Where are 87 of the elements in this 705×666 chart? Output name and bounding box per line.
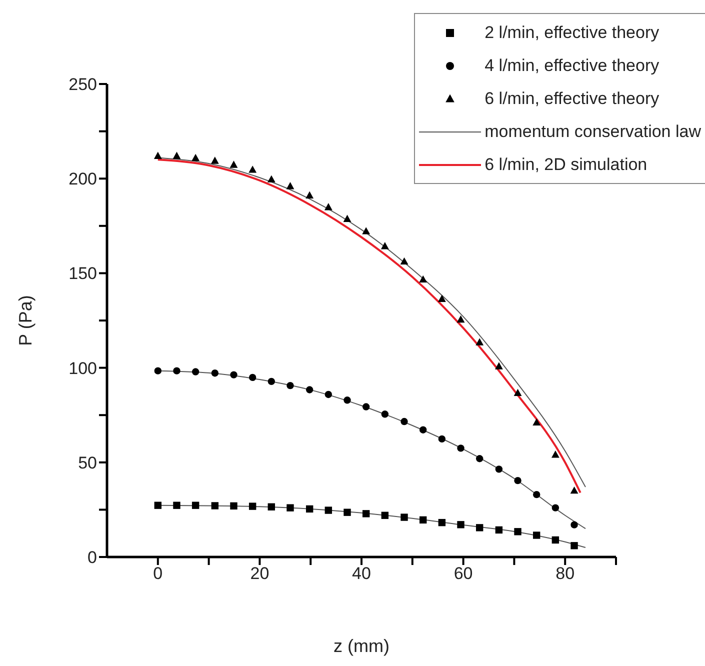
point (476, 455, 484, 462)
point (248, 166, 257, 173)
point (438, 518, 446, 526)
point (514, 388, 522, 396)
point (324, 506, 332, 514)
y-tick-label: 100 (68, 358, 97, 378)
y-tick-label: 150 (68, 264, 97, 284)
x-tick-label: 80 (556, 564, 575, 584)
point (532, 490, 540, 498)
point (230, 502, 238, 510)
y-tick-label: 200 (68, 170, 97, 189)
point (381, 410, 389, 418)
point (267, 175, 276, 182)
point (476, 338, 484, 346)
point (286, 182, 294, 190)
y-tick-label: 0 (88, 548, 97, 568)
point (306, 191, 314, 199)
point (173, 367, 180, 374)
legend-label: 6 l/min, effective theory (484, 88, 660, 108)
x-tick-label: 20 (250, 564, 270, 584)
point (248, 502, 256, 510)
point (362, 510, 370, 518)
point (419, 516, 427, 524)
point (286, 504, 294, 512)
point (457, 444, 464, 452)
point (514, 476, 522, 484)
point (552, 504, 560, 512)
point (532, 532, 540, 539)
legend-label: momentum conservation law (484, 122, 702, 142)
point (268, 503, 276, 510)
point (211, 502, 219, 510)
point (343, 214, 352, 222)
point (286, 382, 294, 390)
x-tick-label: 60 (454, 564, 473, 584)
point (514, 528, 522, 536)
point (230, 160, 238, 168)
point (306, 505, 314, 513)
point (362, 403, 370, 410)
point (344, 508, 351, 516)
point (552, 536, 560, 544)
point (495, 466, 503, 473)
point (192, 368, 200, 376)
point (173, 502, 180, 509)
x-tick-label: 40 (352, 564, 371, 584)
y-tick-label: 50 (78, 453, 97, 472)
point (192, 154, 200, 162)
point (438, 435, 446, 443)
legend-label: 4 l/min, effective theory (484, 56, 660, 76)
point (362, 227, 370, 234)
x-axis-title: z (mm) (332, 635, 390, 658)
point (495, 526, 503, 534)
point (570, 521, 578, 528)
point (438, 294, 446, 302)
point (400, 514, 408, 521)
point (532, 418, 541, 426)
point (172, 152, 181, 159)
point (400, 257, 408, 265)
point (419, 426, 427, 434)
y-tick-label: 250 (68, 75, 97, 94)
point (380, 242, 389, 250)
legend-label: 2 l/min, effective theory (484, 22, 660, 42)
point (457, 521, 464, 528)
point (154, 502, 162, 509)
x-tick-label: 0 (153, 564, 163, 584)
point (154, 152, 162, 159)
point (211, 370, 219, 377)
point (324, 203, 332, 210)
y-axis-title: P (Pa) (15, 295, 36, 346)
point (570, 486, 578, 494)
point (476, 524, 484, 532)
point (192, 502, 200, 509)
legend-label: 6 l/min, 2D simulation (484, 154, 648, 174)
point (381, 512, 389, 519)
point (400, 418, 408, 426)
point (268, 378, 276, 386)
point (324, 390, 332, 398)
point (306, 386, 314, 394)
point (154, 367, 162, 374)
point (494, 362, 503, 370)
point (230, 371, 238, 378)
point (570, 542, 578, 550)
point (248, 374, 256, 382)
point (210, 156, 219, 164)
point (551, 450, 560, 458)
point (344, 396, 351, 404)
point (419, 275, 428, 283)
point (456, 315, 465, 323)
